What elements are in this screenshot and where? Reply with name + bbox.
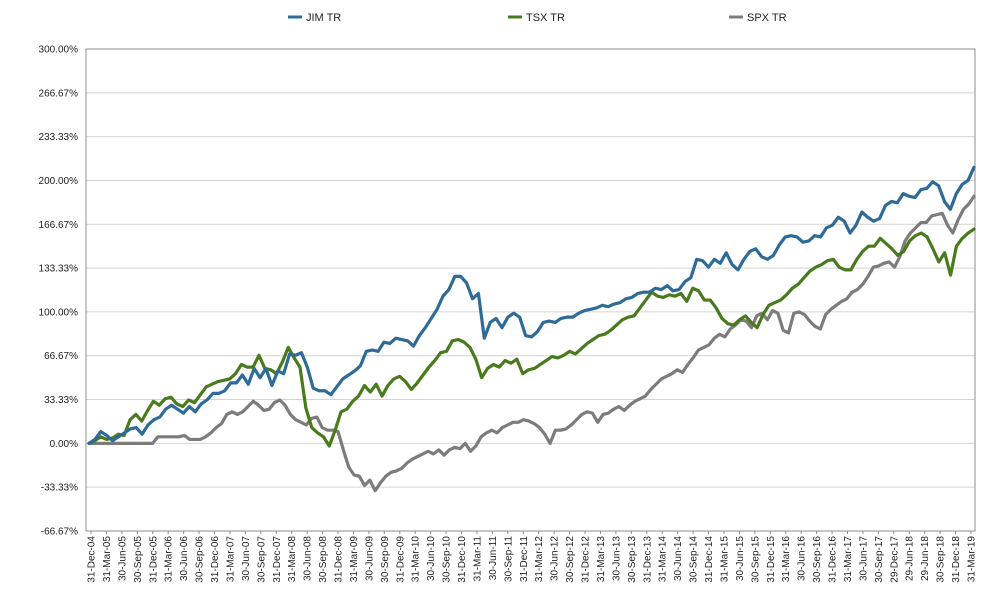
y-tick-label: -66.67% — [41, 527, 78, 538]
x-tick-label: 31-Mar-15 — [719, 536, 730, 583]
x-tick-label: 30-Jun-05 — [117, 536, 128, 581]
series-line-jim-tr — [87, 165, 976, 445]
series-line-spx-tr — [87, 194, 976, 493]
y-axis-tick-labels: 300.00% 266.67% 233.33% 200.00% 166.67% 133.3… — [39, 45, 79, 538]
x-tick-label: 30-Sep-15 — [750, 536, 761, 583]
series-line-tsx-tr — [87, 227, 976, 448]
x-tick-label: 30-Jun-10 — [426, 536, 437, 581]
x-tick-label: 31-Mar-09 — [349, 536, 360, 583]
x-tick-label: 30-Sep-06 — [195, 536, 206, 583]
x-tick-label: 31-Mar-06 — [164, 536, 175, 583]
x-tick-label: 31-Dec-09 — [395, 536, 406, 583]
x-tick-label: 30-Sep-14 — [689, 536, 700, 583]
x-tick-label: 31-Mar-08 — [287, 536, 298, 583]
x-tick-label: 31-Mar-14 — [658, 536, 669, 583]
x-tick-label: 31-Dec-11 — [519, 536, 530, 582]
x-tick-label: 30-Sep-16 — [812, 536, 823, 583]
x-tick-label: 31-Mar-12 — [534, 536, 545, 583]
x-tick-label: 31-Dec-15 — [766, 536, 777, 583]
x-tick-label: 30-Jun-16 — [797, 536, 808, 581]
x-tick-label: 30-Jun-15 — [735, 536, 746, 581]
y-tick-label: 33.33% — [44, 395, 78, 406]
x-tick-label: 31-Dec-08 — [334, 536, 345, 583]
x-axis-tick-labels: 31-Dec-04 31-Mar-05 30-Jun-05 30-Sep-05 31-D… — [87, 531, 978, 583]
y-tick-label: 300.00% — [39, 45, 79, 56]
x-tick-label: 30-Sep-05 — [133, 536, 144, 583]
y-tick-label: 0.00% — [50, 439, 78, 450]
x-tick-label: 30-Jun-07 — [241, 536, 252, 581]
x-tick-label: 31-Mar-19 — [967, 536, 978, 583]
y-tick-label: 66.67% — [44, 351, 78, 362]
legend-label: SPX TR — [747, 12, 787, 24]
x-tick-label: 30-Jun-12 — [550, 536, 561, 581]
x-tick-label: 31-Dec-13 — [642, 536, 653, 583]
x-tick-label: 30-Sep-11 — [503, 536, 514, 582]
x-tick-label: 31-Dec-06 — [210, 536, 221, 583]
x-tick-label: 31-Dec-12 — [581, 536, 592, 583]
x-tick-label: 30-Sep-13 — [627, 536, 638, 583]
x-tick-label: 31-Dec-18 — [951, 536, 962, 583]
x-tick-label: 31-Mar-11 — [472, 536, 483, 582]
x-tick-label: 29-Dec-17 — [889, 536, 900, 583]
series-lines — [87, 165, 976, 493]
x-tick-label: 30-Jun-08 — [303, 536, 314, 581]
x-tick-label: 30-Jun-14 — [673, 536, 684, 581]
x-tick-label: 31-Mar-05 — [102, 536, 113, 583]
x-tick-label: 29-Jun-18 — [920, 536, 931, 581]
x-tick-label: 31-Mar-13 — [596, 536, 607, 583]
y-tick-label: 100.00% — [39, 307, 79, 318]
y-tick-label: 266.67% — [39, 88, 79, 99]
x-tick-label: 31-Dec-14 — [704, 536, 715, 583]
x-tick-label: 30-Jun-17 — [858, 536, 869, 581]
y-tick-label: 233.33% — [39, 132, 79, 143]
x-tick-label: 31-Mar-17 — [843, 536, 854, 583]
x-tick-label: 30-Jun-11 — [488, 536, 499, 581]
y-tick-label: 166.67% — [39, 220, 79, 231]
grid-lines — [86, 48, 975, 532]
legend-label: JIM TR — [306, 12, 341, 24]
x-tick-label: 31-Mar-10 — [411, 536, 422, 583]
y-tick-label: 133.33% — [39, 264, 79, 275]
x-tick-label: 30-Sep-12 — [565, 536, 576, 583]
x-tick-label: 30-Sep-09 — [380, 536, 391, 583]
x-tick-label: 30-Jun-09 — [364, 536, 375, 581]
x-tick-label: 30-Sep-08 — [318, 536, 329, 583]
x-tick-label: 29-Jun-18 — [905, 536, 916, 581]
x-tick-label: 31-Dec-10 — [457, 536, 468, 583]
x-tick-label: 30-Sep-17 — [874, 536, 885, 583]
x-tick-label: 30-Jun-06 — [179, 536, 190, 581]
x-tick-label: 31-Mar-07 — [225, 536, 236, 583]
x-tick-label: 30-Sep-07 — [256, 536, 267, 583]
x-tick-label: 31-Dec-16 — [828, 536, 839, 583]
legend-label: TSX TR — [526, 12, 565, 24]
x-tick-label: 30-Jun-13 — [611, 536, 622, 581]
x-tick-label: 31-Mar-16 — [781, 536, 792, 583]
x-tick-label: 31-Dec-04 — [87, 536, 98, 583]
x-tick-label: 31-Dec-07 — [272, 536, 283, 583]
plot-frame — [85, 48, 976, 532]
legend: JIM TR TSX TR SPX TR — [288, 12, 787, 24]
x-tick-label: 30-Sep-10 — [442, 536, 453, 583]
y-tick-label: -33.33% — [41, 483, 78, 494]
x-tick-label: 30-Sep-18 — [936, 536, 947, 583]
x-tick-label: 31-Dec-05 — [148, 536, 159, 583]
y-tick-label: 200.00% — [39, 176, 79, 187]
